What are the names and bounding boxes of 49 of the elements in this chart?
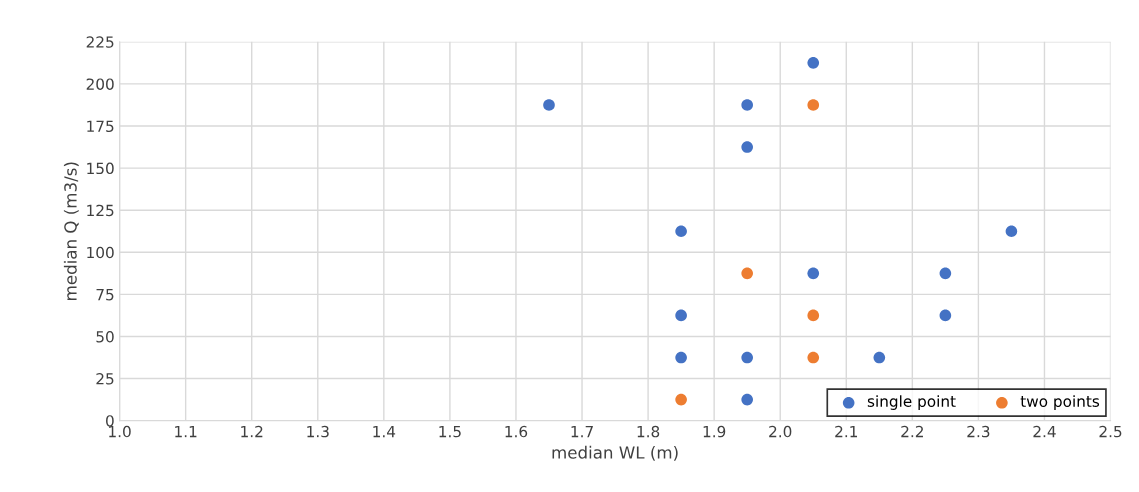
point — [807, 267, 820, 280]
x-tick-label: 1.9 — [703, 425, 726, 438]
y-tick-label: 175 — [87, 120, 114, 133]
x-tick-label: 2.5 — [1099, 425, 1122, 438]
point — [675, 351, 687, 364]
x-tick-label: 1.1 — [175, 425, 197, 438]
x-tick-label: 1.0 — [109, 425, 131, 438]
point — [807, 57, 820, 69]
y-tick-label: 125 — [87, 204, 114, 217]
point — [807, 99, 820, 111]
y-axis-title: median Q (m3/s) — [63, 162, 79, 300]
point — [741, 267, 753, 280]
x-tick-label: 1.8 — [637, 425, 660, 438]
point — [741, 393, 753, 406]
x-tick-label: 1.7 — [571, 425, 593, 438]
point — [807, 351, 820, 364]
x-tick-label: 1.5 — [439, 425, 461, 438]
point — [741, 99, 753, 111]
x-tick-label: 1.2 — [241, 425, 263, 438]
x-tick-label: 2.3 — [967, 425, 990, 438]
x-tick-label: 1.3 — [307, 425, 329, 438]
point — [1005, 225, 1018, 238]
x-axis-title: median WL (m) — [552, 445, 678, 461]
x-tick-label: 1.6 — [505, 425, 528, 438]
y-tick-label: 25 — [96, 373, 114, 385]
y-tick-label: 0 — [106, 415, 114, 427]
y-tick-label: 100 — [87, 246, 114, 259]
point — [873, 351, 886, 364]
point — [675, 309, 687, 322]
y-tick-label: 50 — [96, 330, 114, 343]
y-tick-label: 200 — [86, 78, 114, 90]
x-tick-label: 2.1 — [835, 425, 858, 438]
point — [675, 225, 687, 238]
point — [741, 141, 753, 153]
x-tick-label: 2.2 — [901, 425, 923, 438]
legend-label: two points — [1020, 395, 1100, 410]
y-tick-label: 225 — [86, 36, 114, 48]
point — [939, 309, 952, 322]
x-tick-label: 1.4 — [373, 425, 396, 438]
point — [939, 267, 952, 280]
legend-label: single point — [867, 395, 956, 410]
point — [741, 351, 753, 364]
x-tick-label: 2.0 — [769, 425, 792, 438]
point — [807, 309, 820, 322]
point — [543, 99, 555, 111]
x-tick-label: 2.4 — [1033, 425, 1056, 438]
y-tick-label: 75 — [96, 289, 114, 301]
y-tick-label: 150 — [87, 162, 114, 175]
point — [675, 393, 687, 406]
